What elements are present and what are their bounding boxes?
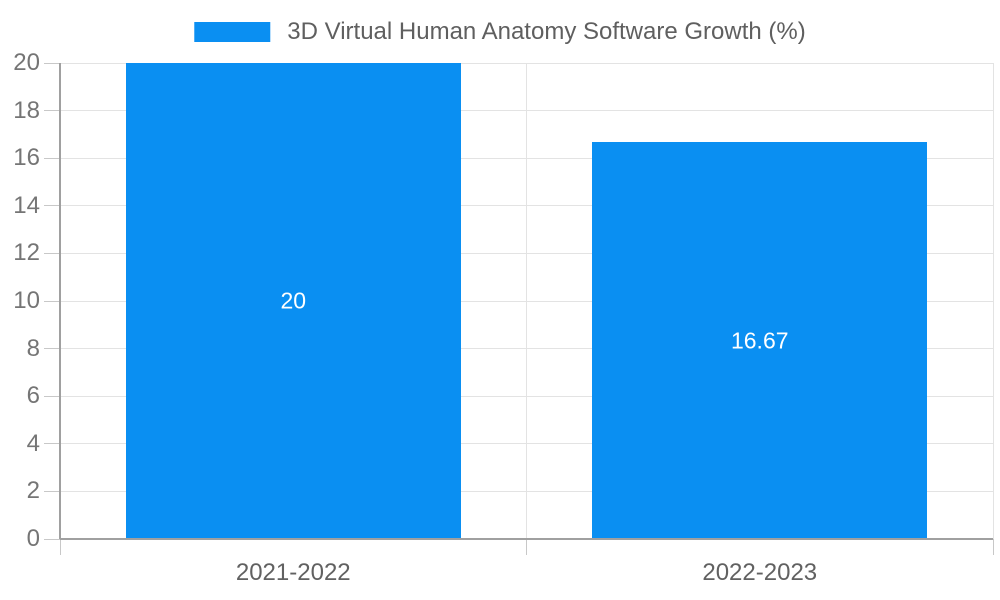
y-tick — [44, 490, 60, 492]
y-tick-label: 18 — [13, 96, 40, 124]
y-tick-label: 16 — [13, 144, 40, 172]
bar-value-label: 20 — [280, 287, 307, 314]
y-tick — [44, 157, 60, 159]
x-tick — [526, 539, 527, 555]
x-axis-line — [60, 538, 993, 540]
y-tick — [44, 538, 60, 540]
bar[interactable] — [592, 142, 928, 538]
y-tick — [44, 395, 60, 397]
x-tick — [992, 539, 994, 555]
legend-swatch — [194, 22, 271, 42]
y-tick-label: 14 — [13, 191, 40, 219]
y-tick-label: 10 — [13, 287, 40, 314]
y-tick — [44, 62, 60, 64]
legend: 3D Virtual Human Anatomy Software Growth… — [194, 12, 806, 52]
x-tick — [59, 539, 61, 555]
y-tick — [44, 348, 60, 350]
y-tick — [44, 300, 60, 302]
x-category-label: 2022-2023 — [702, 559, 818, 586]
v-gridline — [526, 63, 527, 539]
y-axis-line — [59, 63, 61, 539]
y-tick-label: 20 — [13, 49, 40, 76]
y-tick — [44, 205, 60, 207]
chart-title: 3D Virtual Human Anatomy Software Growth… — [287, 18, 806, 45]
bar-value-label: 16.67 — [730, 327, 789, 354]
x-category-label: 2021-2022 — [235, 559, 351, 586]
bar[interactable] — [125, 63, 461, 538]
v-gridline — [992, 63, 994, 539]
y-tick-label: 8 — [26, 334, 40, 362]
y-tick-label: 0 — [26, 525, 40, 552]
y-tick-label: 4 — [26, 429, 40, 457]
y-tick-label: 6 — [26, 382, 40, 410]
y-tick-label: 2 — [26, 477, 40, 505]
y-tick — [44, 443, 60, 445]
y-tick-label: 12 — [13, 239, 40, 267]
y-tick — [44, 252, 60, 254]
y-tick — [44, 110, 60, 112]
